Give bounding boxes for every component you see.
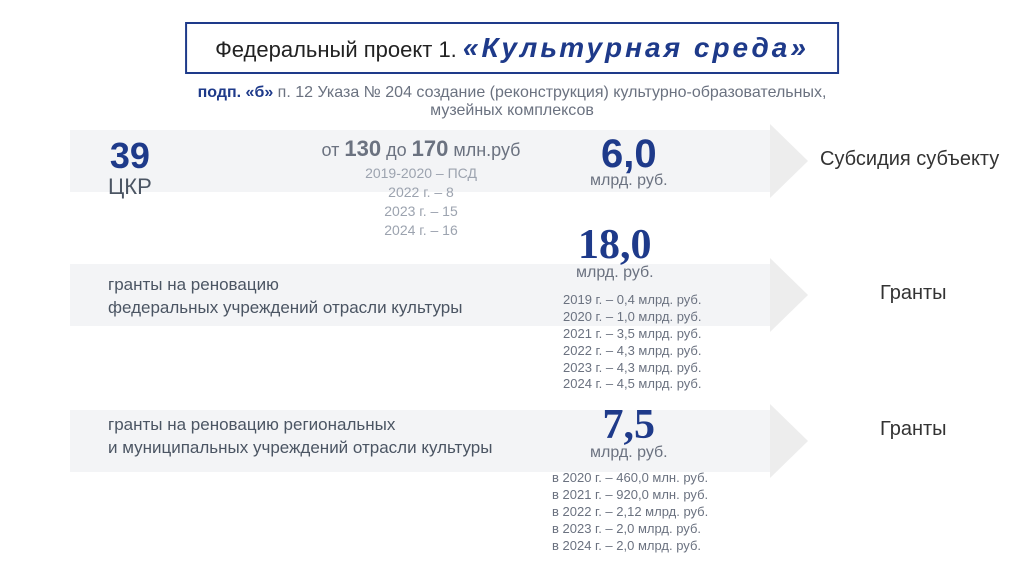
amount-block-1: 6,0 млрд. руб. [590,134,668,190]
breakdown-line: 2019 г. – 0,4 млрд. руб. [563,292,702,309]
range-unit: млн.руб [448,140,520,160]
range-to: 170 [412,136,449,161]
range-to-word: до [381,140,412,160]
breakdown-line: в 2020 г. – 460,0 млн. руб. [552,470,708,487]
amount-value: 18,0 [576,224,654,266]
header-box: Федеральный проект 1. «Культурная среда» [185,22,839,74]
range-line: от 130 до 170 млн.руб [296,136,546,162]
breakdown-line: в 2022 г. – 2,12 млрд. руб. [552,504,708,521]
right-label-3: Гранты [880,418,947,441]
breakdown-line: 2021 г. – 3,5 млрд. руб. [563,326,702,343]
description-2: гранты на реновацию региональныхи муници… [108,414,492,460]
range-year-line: 2023 г. – 15 [296,202,546,221]
range-years: 2019-2020 – ПСД 2022 г. – 8 2023 г. – 15… [296,164,546,240]
breakdown-line: в 2021 г. – 920,0 млн. руб. [552,487,708,504]
range-from: 130 [344,136,381,161]
ckr-number: 39 [108,138,152,174]
subtitle-rest: п. 12 Указа № 204 создание (реконструкци… [273,84,826,119]
ckr-block: 39 ЦКР [108,138,152,200]
amount-block-3: 7,5 млрд. руб. [590,404,668,462]
range-from-word: от [322,140,345,160]
amount-unit: млрд. руб. [590,444,668,462]
breakdown-1: 2019 г. – 0,4 млрд. руб. 2020 г. – 1,0 м… [563,292,702,393]
header-prefix: Федеральный проект 1. [215,37,463,62]
range-block: от 130 до 170 млн.руб 2019-2020 – ПСД 20… [296,136,546,240]
range-year-line: 2024 г. – 16 [296,221,546,240]
breakdown-2: в 2020 г. – 460,0 млн. руб. в 2021 г. – … [552,470,708,554]
breakdown-line: в 2023 г. – 2,0 млрд. руб. [552,521,708,538]
ckr-label: ЦКР [108,174,152,200]
description-1: гранты на реновациюфедеральных учреждени… [108,274,462,320]
range-year-line: 2019-2020 – ПСД [296,164,546,183]
amount-value: 7,5 [590,404,668,446]
subtitle-bold: подп. «б» [198,84,274,101]
breakdown-line: 2022 г. – 4,3 млрд. руб. [563,343,702,360]
amount-unit: млрд. руб. [590,172,668,190]
header-title: «Культурная среда» [463,32,809,63]
right-label-1: Субсидия субъекту [820,148,999,171]
breakdown-line: 2020 г. – 1,0 млрд. руб. [563,309,702,326]
breakdown-line: 2023 г. – 4,3 млрд. руб. [563,360,702,377]
subtitle: подп. «б» п. 12 Указа № 204 создание (ре… [162,84,862,120]
range-year-line: 2022 г. – 8 [296,183,546,202]
amount-block-2: 18,0 млрд. руб. [576,224,654,282]
breakdown-line: в 2024 г. – 2,0 млрд. руб. [552,538,708,555]
amount-value: 6,0 [590,134,668,174]
amount-unit: млрд. руб. [576,264,654,282]
right-label-2: Гранты [880,282,947,305]
breakdown-line: 2024 г. – 4,5 млрд. руб. [563,376,702,393]
